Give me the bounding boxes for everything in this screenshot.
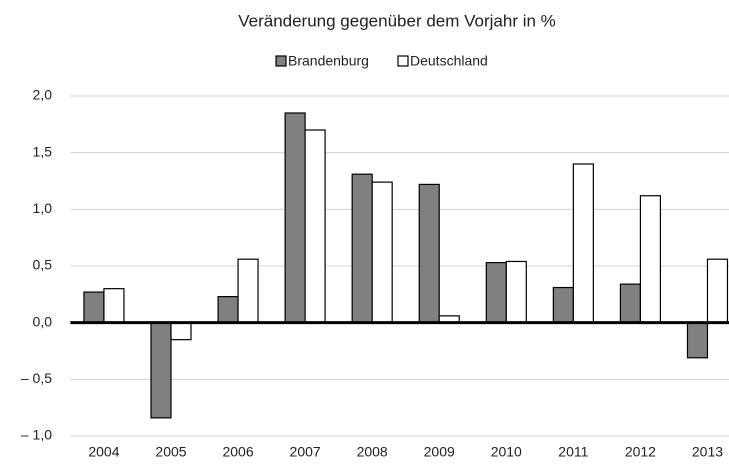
bar bbox=[619, 283, 642, 324]
x-tick-label: 2012 bbox=[625, 444, 656, 460]
legend-label: Deutschland bbox=[410, 53, 488, 69]
bar bbox=[485, 262, 507, 324]
x-tick-label: 2007 bbox=[290, 444, 321, 460]
legend-swatch bbox=[275, 55, 287, 67]
y-tick-label: – 0,5 bbox=[21, 370, 52, 386]
bar bbox=[706, 258, 729, 324]
bar bbox=[83, 291, 105, 324]
bar bbox=[639, 195, 662, 324]
x-tick-label: 2004 bbox=[88, 444, 119, 460]
legend-label: Brandenburg bbox=[288, 53, 369, 69]
bar bbox=[237, 258, 259, 324]
x-tick-label: 2011 bbox=[558, 444, 588, 460]
y-tick-label: 0,5 bbox=[33, 257, 53, 273]
bar bbox=[572, 163, 594, 324]
y-tick-label: – 1,0 bbox=[21, 427, 52, 443]
legend-swatch bbox=[397, 55, 409, 67]
x-tick-label: 2008 bbox=[357, 444, 388, 460]
x-tick-label: 2009 bbox=[424, 444, 455, 460]
x-tick-label: 2005 bbox=[155, 444, 186, 460]
bar bbox=[552, 286, 574, 324]
bar bbox=[304, 129, 326, 324]
y-tick-label: 1,0 bbox=[33, 200, 53, 216]
bar bbox=[371, 181, 393, 324]
bar bbox=[505, 260, 527, 324]
y-tick-label: 1,5 bbox=[33, 143, 53, 159]
x-tick-label: 2013 bbox=[692, 444, 723, 460]
y-tick-label: 2,0 bbox=[33, 87, 53, 103]
bar bbox=[217, 296, 239, 324]
bar bbox=[150, 322, 172, 419]
bar bbox=[351, 173, 373, 324]
x-tick-label: 2006 bbox=[222, 444, 253, 460]
bar bbox=[686, 322, 709, 359]
x-tick-label: 2010 bbox=[491, 444, 522, 460]
chart-title: Veränderung gegenüber dem Vorjahr in % bbox=[238, 11, 556, 30]
bar bbox=[284, 112, 306, 324]
bar bbox=[418, 183, 440, 324]
bar bbox=[170, 322, 192, 341]
bar bbox=[103, 288, 125, 324]
y-tick-label: 0,0 bbox=[33, 313, 53, 329]
